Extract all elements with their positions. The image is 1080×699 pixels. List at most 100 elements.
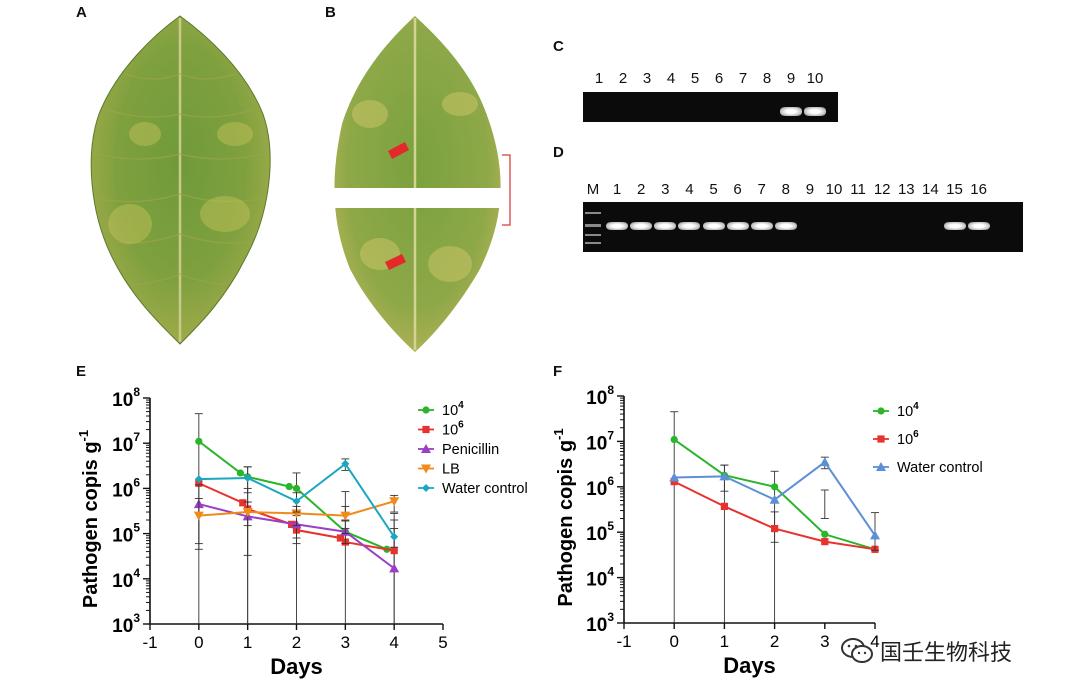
gel-band [726, 222, 749, 230]
legend-label: Water control [897, 460, 983, 476]
data-point [389, 563, 400, 573]
gel_c-lane-label: 8 [762, 70, 772, 87]
legend-label: 106 [897, 429, 919, 448]
data-point [821, 530, 829, 538]
gel_d-lane-label: 15 [946, 181, 963, 198]
gel_d-lane-label: M [586, 181, 600, 198]
x-tick-label: 4 [389, 633, 398, 652]
y-tick-exponent: 6 [133, 475, 140, 489]
data-point [341, 459, 350, 468]
data-point [771, 525, 779, 533]
legend-marker [421, 464, 431, 474]
marker-band [585, 234, 601, 236]
leaf-image-b [334, 16, 501, 352]
panel-label-c: C [553, 38, 564, 55]
y-tick-exponent: 3 [607, 610, 614, 624]
y-tick-label: 106 [112, 475, 140, 501]
data-point [669, 472, 680, 482]
panel-label-e: E [76, 363, 87, 380]
chart-f: -1 0 1 2 3 4 103 104 105 106 107 108 Days Pathogen co… [551, 383, 983, 678]
y-tick-exponent: 7 [607, 428, 614, 442]
y-tick-label: 108 [112, 385, 140, 411]
y-tick-label: 105 [112, 521, 140, 547]
y-axis-label: Pathogen copis g-1 [76, 430, 102, 608]
gel_d-lane-label: 14 [922, 181, 939, 198]
y-tick-exponent: 5 [607, 519, 614, 533]
data-point [195, 437, 203, 445]
x-axis-label: Days [270, 654, 323, 679]
data-point [390, 547, 398, 555]
series-4 [194, 458, 399, 548]
panel-label-f: F [553, 363, 563, 380]
legend-marker [422, 484, 430, 492]
legend-marker [877, 407, 885, 415]
leaf-image-a [90, 15, 271, 345]
chart-e: -1 0 1 2 3 4 5 103 104 105 106 107 108 Days Pathogen c… [76, 385, 528, 679]
marker-band [585, 242, 601, 244]
x-tick-label: 2 [770, 632, 779, 651]
gel_c-lane-label: 6 [714, 70, 724, 87]
gel-d-lane-labels: M 1 2 3 4 5 6 7 8 9 10 11 12 13 14 15 16 [583, 181, 1023, 201]
y-tick-exponent: 5 [133, 521, 140, 535]
legend-label: LB [442, 462, 460, 478]
gel-d-image [583, 202, 1023, 252]
y-axis-label: Pathogen copis g-1 [551, 428, 577, 606]
y-tick-exponent: 4 [133, 566, 140, 580]
legend-label: Penicillin [442, 442, 499, 458]
data-point [769, 494, 780, 504]
gel_d-lane-label: 16 [970, 181, 987, 198]
data-point [236, 469, 244, 477]
gel_d-lane-label: 12 [873, 181, 891, 198]
legend-label-exponent: 4 [913, 401, 919, 412]
data-point [821, 538, 829, 546]
gel_d-lane-label: 10 [825, 181, 843, 198]
bracket-marker [502, 154, 511, 226]
legend-label-exponent: 4 [458, 400, 464, 411]
legend-marker [421, 444, 431, 453]
gel_d-lane-label: 6 [733, 181, 742, 198]
watermark: 国壬生物科技 [840, 635, 1012, 667]
gel_c-lane-label: 1 [594, 70, 604, 87]
data-point [243, 473, 252, 482]
gel-band [654, 222, 677, 230]
y-tick-label: 104 [112, 566, 140, 592]
x-tick-label: 2 [292, 633, 301, 652]
x-axis-label: Days [723, 653, 776, 678]
legend-marker [422, 425, 430, 434]
gel_c-lane-label: 10 [806, 70, 824, 87]
y-tick-label: 103 [112, 611, 140, 637]
gel_d-lane-label: 7 [757, 181, 766, 198]
gel_d-lane-label: 13 [897, 181, 915, 198]
x-tick-label: -1 [142, 633, 157, 652]
legend-label-exponent: 6 [458, 420, 464, 431]
y-axis-label-exponent: -1 [551, 428, 566, 440]
x-tick-label: 1 [243, 633, 252, 652]
data-point [336, 534, 345, 542]
legend-label: Water control [442, 481, 528, 497]
gel-band [702, 222, 725, 230]
gel_c-lane-label: 3 [642, 70, 652, 87]
gel_d-lane-label: 4 [685, 181, 694, 198]
legend-marker [876, 462, 886, 471]
gel_d-lane-label: 3 [661, 181, 670, 198]
gel_d-lane-label: 9 [805, 181, 815, 198]
y-tick-exponent: 6 [607, 474, 614, 488]
gel-band [780, 107, 802, 116]
watermark-text: 国壬生物科技 [880, 641, 1013, 666]
data-point [389, 497, 400, 507]
y-tick-exponent: 8 [607, 383, 614, 397]
gel-band [630, 222, 653, 230]
gel-band [750, 222, 773, 230]
marker-band [585, 212, 601, 214]
gel_c-lane-label: 5 [690, 70, 700, 87]
legend-label: 104 [442, 400, 464, 419]
gel_c-lane-label: 4 [666, 70, 676, 87]
legend-label: 104 [897, 401, 919, 420]
y-tick-exponent: 4 [607, 565, 614, 579]
data-point [285, 482, 293, 491]
gel-band [606, 222, 629, 230]
data-point [670, 478, 678, 486]
y-tick-label: 104 [586, 565, 614, 591]
x-tick-label: 0 [669, 632, 678, 651]
panel-label-d: D [553, 144, 564, 161]
